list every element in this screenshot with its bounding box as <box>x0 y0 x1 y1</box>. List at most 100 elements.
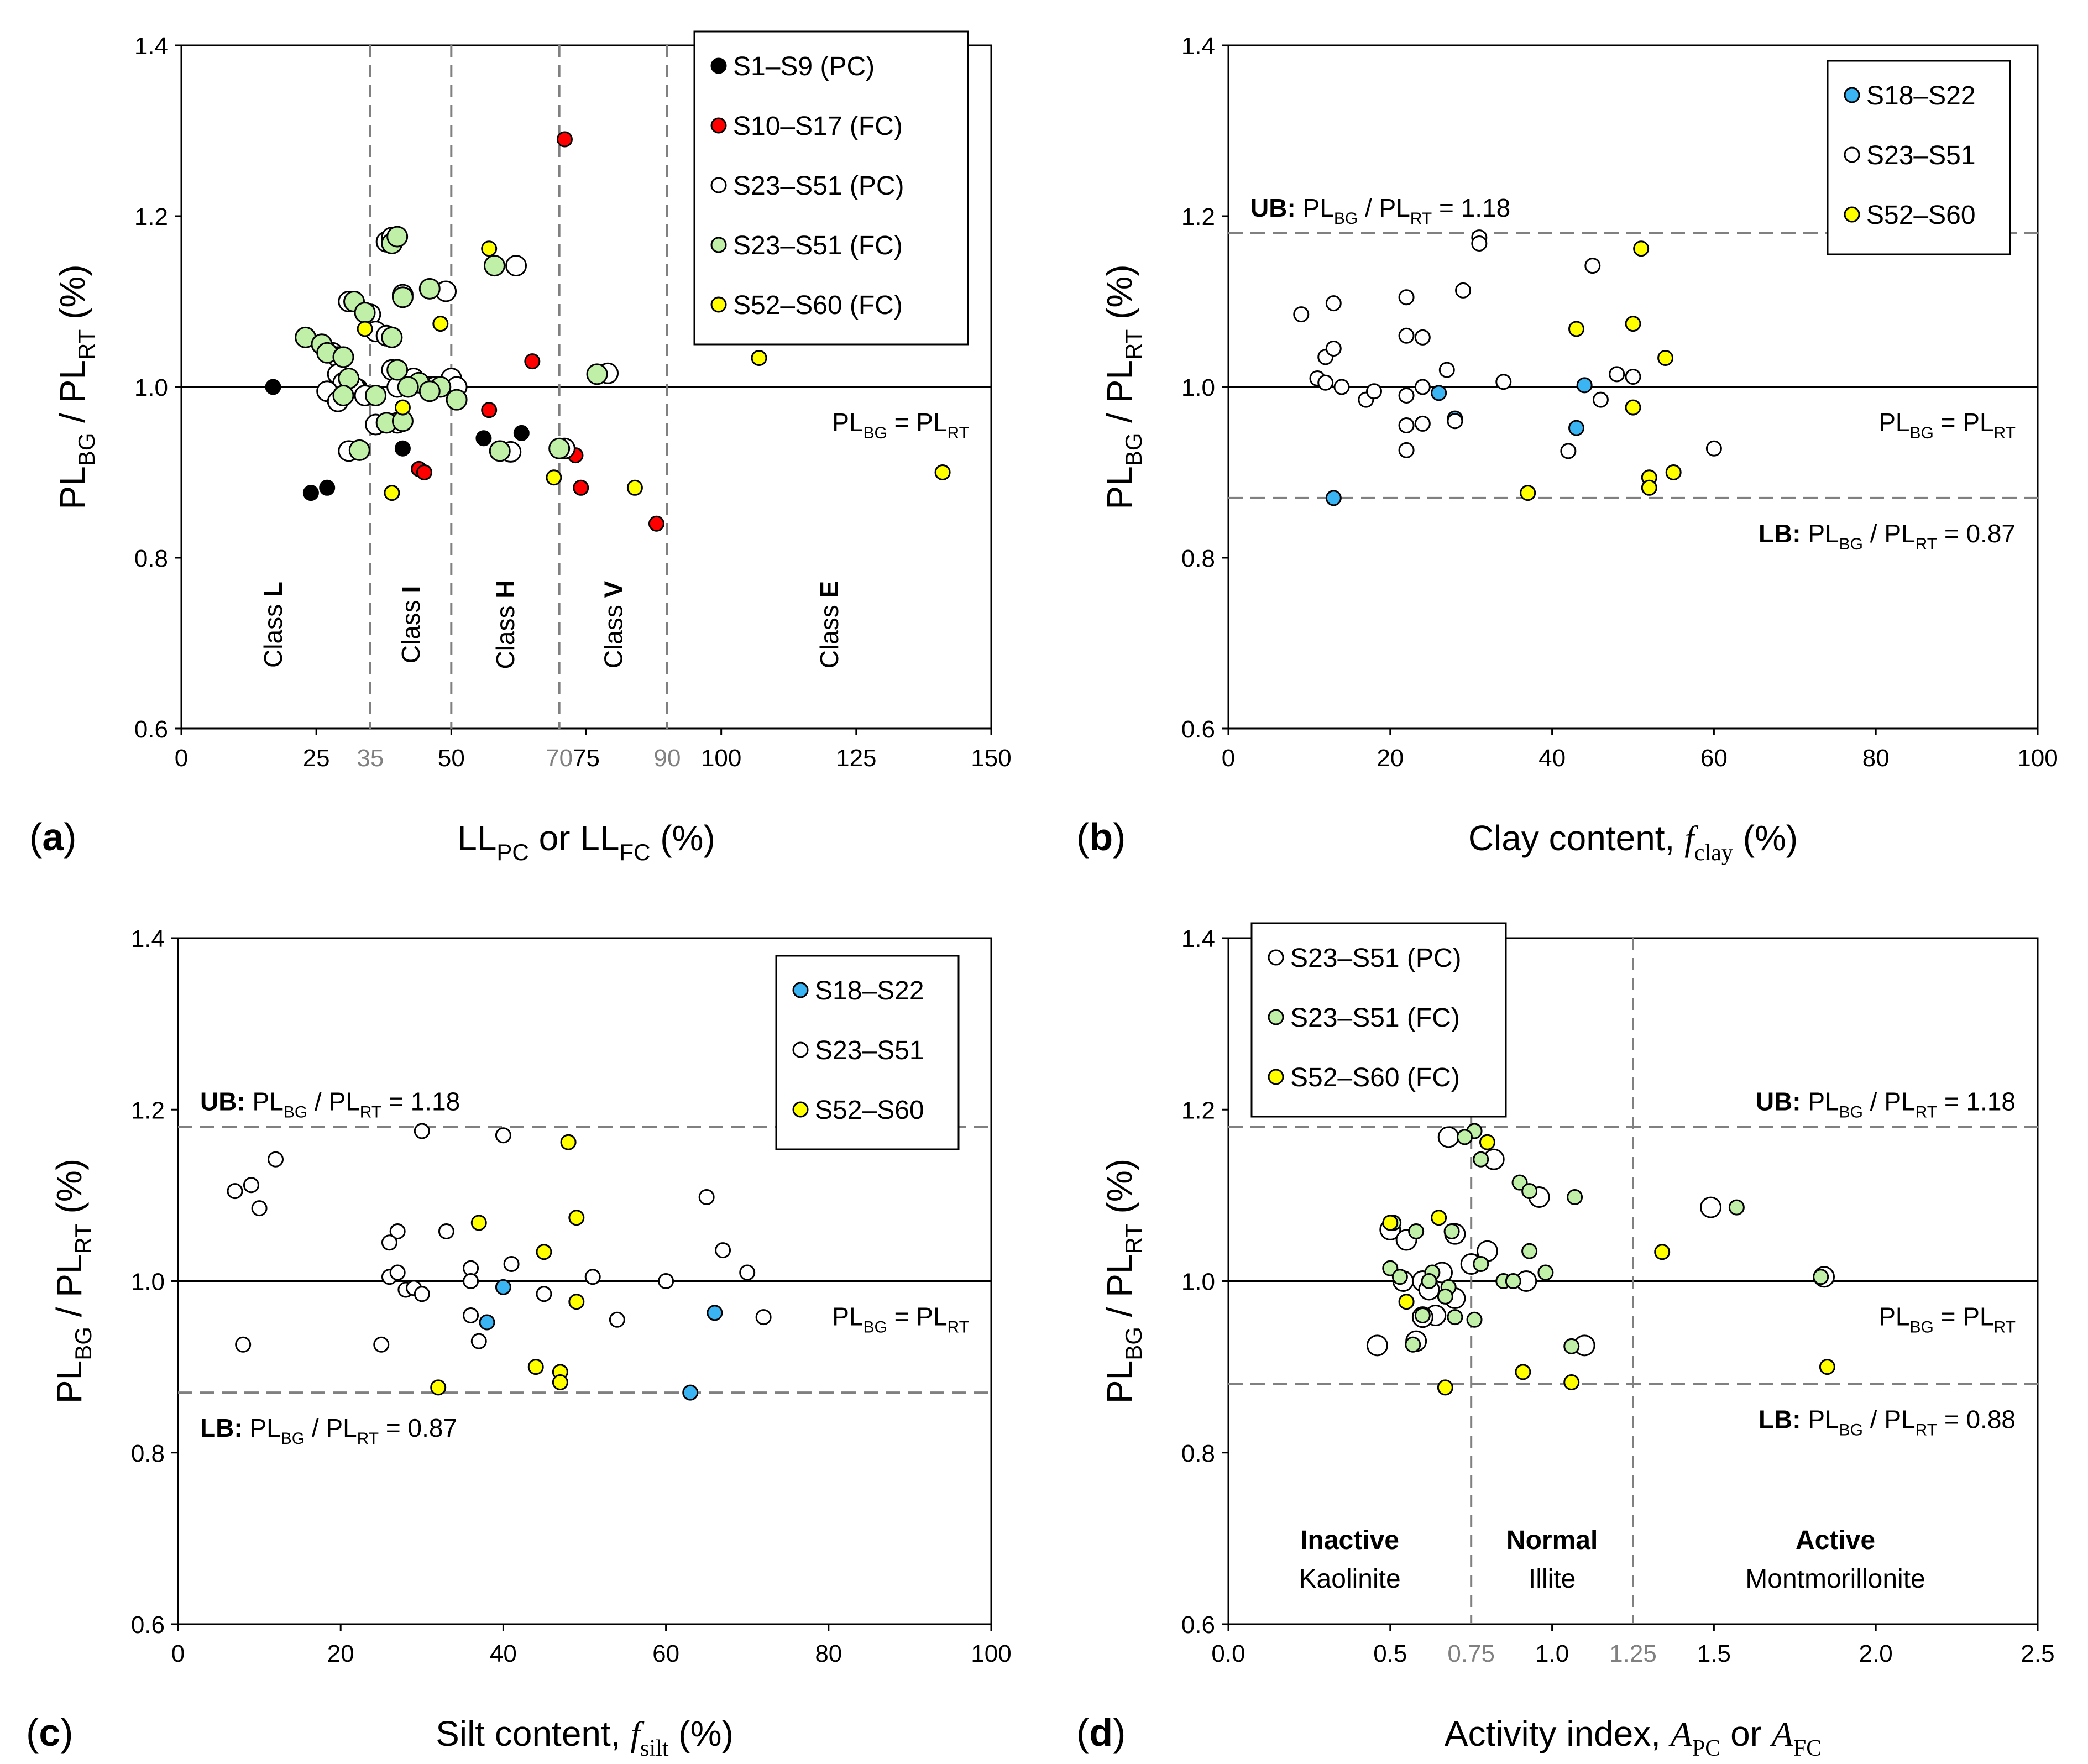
legend-box <box>693 30 969 346</box>
data-point <box>648 515 664 532</box>
data-point <box>495 1127 511 1144</box>
text-span: PL <box>1100 1360 1139 1404</box>
data-point <box>609 1311 625 1328</box>
text-span: (%) <box>49 1159 89 1223</box>
x-tick-label: 40 <box>1538 745 1566 772</box>
divider-label: 70 <box>546 745 573 772</box>
data-point <box>1471 235 1488 252</box>
data-point <box>1592 391 1609 408</box>
legend-label: S23–S51 <box>1866 141 1976 170</box>
data-point <box>1456 1129 1473 1145</box>
text-span: BG <box>1334 210 1358 228</box>
data-point <box>1443 1223 1460 1240</box>
data-point <box>381 326 403 348</box>
legend: S18–S22 S23–S51 S52–S60 <box>1827 60 2011 255</box>
text-span: PL <box>1878 1302 1909 1331</box>
text-span: ( <box>29 815 42 859</box>
divider-label: 90 <box>654 745 681 772</box>
text-span: = 0.88 <box>1937 1405 2016 1434</box>
text-span: Class <box>599 598 627 668</box>
text-span: L <box>259 582 287 597</box>
y-tick-label: 1.0 <box>1181 1269 1215 1296</box>
lb-label: LB: PLBG / PLRT = 0.87 <box>1759 519 2016 553</box>
x-tick-label: 0 <box>1222 745 1235 772</box>
text-span: LB: <box>200 1414 249 1442</box>
data-point <box>1641 479 1657 496</box>
y-axis-label: PLBG / PLRT (%) <box>1100 264 1147 509</box>
text-span: / PL <box>1100 360 1139 433</box>
data-point <box>536 1244 552 1260</box>
data-point <box>1398 387 1415 404</box>
data-point <box>1657 349 1674 366</box>
text-span: / PL <box>1863 1405 1916 1434</box>
y-tick-label: 1.0 <box>131 1269 165 1296</box>
series-3 <box>1520 240 1682 501</box>
text-span: RT <box>1121 329 1147 360</box>
text-span: (%) <box>1100 1159 1139 1223</box>
x-tick-label: 100 <box>701 745 741 772</box>
data-point <box>1408 1223 1425 1240</box>
x-tick-label: 1.5 <box>1697 1640 1731 1667</box>
data-point <box>548 437 571 459</box>
data-point <box>418 380 441 402</box>
class-label: Class I <box>396 586 425 664</box>
data-point <box>1437 1288 1453 1305</box>
y-tick-label: 1.0 <box>1181 374 1215 401</box>
data-point <box>1447 1309 1463 1326</box>
x-tick-label: 0 <box>171 1640 185 1667</box>
text-span: ) <box>1113 1711 1126 1754</box>
data-point <box>1325 340 1342 357</box>
text-span: / PL <box>49 1254 89 1327</box>
text-span: PL <box>1303 193 1334 222</box>
text-span: UB: <box>1756 1087 1808 1116</box>
legend-marker <box>1844 206 1860 223</box>
data-point <box>536 1286 552 1302</box>
class-label: Class L <box>259 582 287 668</box>
reference-line-label: PLBG = PLRT <box>832 1302 969 1337</box>
text-span: ( <box>1076 815 1089 859</box>
data-point <box>394 440 411 457</box>
text-span: BG <box>863 424 887 442</box>
text-span: A <box>1770 1714 1794 1753</box>
data-point <box>1479 1134 1495 1150</box>
x-tick-label: 50 <box>438 745 465 772</box>
data-point <box>1813 1269 1829 1285</box>
text-span: / PL <box>1358 193 1410 222</box>
divider-label: 1.25 <box>1609 1640 1657 1667</box>
panel-label: (c) <box>26 1711 74 1754</box>
data-point <box>381 1234 397 1251</box>
legend-label: S52–S60 <box>1866 201 1976 230</box>
data-point <box>698 1189 715 1205</box>
data-point <box>1421 1273 1437 1289</box>
class-label: Class V <box>599 580 627 668</box>
data-point <box>1366 383 1383 400</box>
text-span: / PL <box>305 1414 357 1442</box>
data-point <box>1521 1243 1538 1259</box>
data-point <box>389 1264 406 1281</box>
data-point <box>1584 258 1601 274</box>
text-span: PC <box>1692 1736 1720 1761</box>
data-point <box>391 286 414 308</box>
class-label: Class H <box>491 580 520 669</box>
y-tick-label: 1.4 <box>1181 33 1215 60</box>
text-span: / PL <box>307 1087 360 1116</box>
data-point <box>430 1379 447 1396</box>
data-point <box>1537 1264 1554 1281</box>
x-tick-label: 25 <box>303 745 330 772</box>
legend: S23–S51 (PC) S23–S51 (FC) S52–S60 (FC) <box>1250 922 1507 1118</box>
y-tick-label: 1.4 <box>134 33 168 60</box>
text-span: RT <box>1994 424 2016 442</box>
data-point <box>438 1223 454 1240</box>
legend: S1–S9 (PC) S10–S17 (FC) S23–S51 (PC) S23–S5… <box>693 30 969 346</box>
y-tick-label: 1.2 <box>131 1097 165 1124</box>
lb-label: LB: PLBG / PLRT = 0.88 <box>1759 1405 2016 1440</box>
text-span: E <box>815 581 844 598</box>
data-point <box>1728 1199 1745 1216</box>
text-span: BG <box>284 1103 307 1121</box>
y-axis-label: PLBG / PLRT (%) <box>53 264 100 509</box>
text-span: I <box>396 586 425 593</box>
y-tick-label: 0.8 <box>134 545 168 572</box>
data-point <box>755 1309 772 1326</box>
data-point <box>1473 1151 1489 1168</box>
